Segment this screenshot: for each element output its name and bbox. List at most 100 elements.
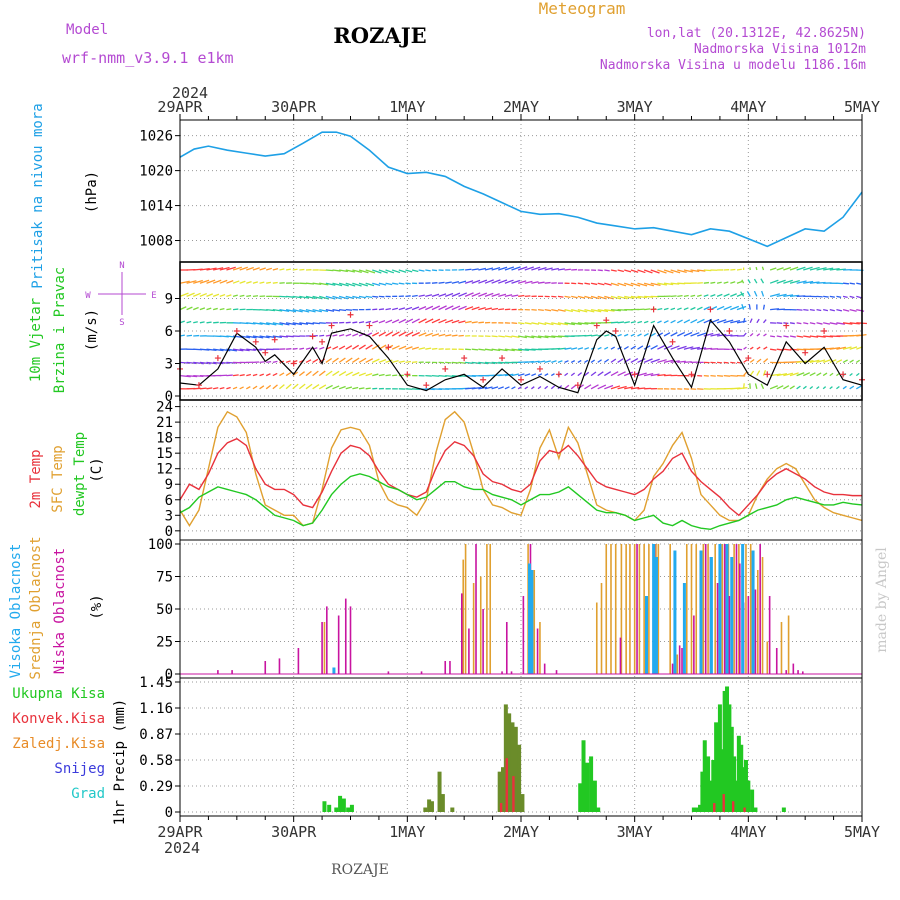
wind-barb (742, 317, 746, 323)
wind-barb (206, 321, 212, 324)
wind-barb (411, 346, 419, 350)
cloud-mid-bar (489, 544, 492, 674)
wind-barb (259, 361, 266, 364)
wind-barb (657, 320, 662, 324)
wind-barb (753, 278, 758, 284)
wind-barb (206, 293, 214, 298)
wind-barb (305, 308, 316, 313)
wind-barb (690, 294, 696, 298)
wind-barb (226, 294, 232, 298)
wind-barb (716, 293, 723, 298)
wind-barb (392, 307, 399, 311)
wind-barb (564, 268, 571, 271)
wind-barb (663, 320, 669, 324)
cloud-low-bar (723, 544, 726, 674)
wind-barb (299, 347, 305, 350)
wind-barb (746, 291, 751, 297)
wind-barb (690, 269, 700, 273)
wind-barb (829, 295, 835, 298)
wind-barb (398, 269, 407, 273)
cloud-high-bar (673, 550, 677, 674)
wind-barb (723, 374, 731, 377)
wind-barb (332, 334, 338, 337)
wind-barb (385, 359, 393, 364)
wind-barb (597, 359, 602, 363)
wind-barb (285, 360, 291, 364)
precip-total-bar (753, 807, 758, 812)
cloud-low-bar (704, 544, 707, 674)
wind-barb (418, 318, 427, 324)
wind-speed-line (179, 318, 863, 394)
wind-barb (338, 345, 346, 350)
wind-barb (531, 322, 539, 325)
precip-conv-bar (731, 801, 735, 812)
wind-barb (590, 384, 599, 390)
wind-barb (663, 374, 672, 377)
precip-total-bar (578, 783, 583, 812)
precip-total-bar (722, 690, 727, 812)
wind-barb (358, 321, 365, 324)
wind-barb (697, 294, 702, 298)
wind-barb (544, 322, 554, 326)
cloud-mid-bar (707, 544, 709, 674)
wind-barb (365, 387, 371, 390)
wind-barb (551, 308, 559, 312)
wind-barb (332, 357, 339, 363)
wind-barb (747, 279, 751, 284)
wind-gust-marker (745, 355, 752, 362)
precip-total-bar (743, 760, 748, 812)
wind-barb (332, 282, 343, 287)
wind-barb (670, 307, 676, 311)
wind-barb (809, 372, 816, 377)
cloud-high-bar (645, 596, 649, 674)
wind-barb (352, 386, 359, 390)
wind-barb (617, 371, 626, 377)
wind-barb (703, 306, 710, 311)
wind-barb (842, 385, 847, 390)
wind-barb (464, 306, 474, 311)
wind-barb (398, 345, 407, 350)
wind-barb (239, 280, 246, 284)
wind-barb (425, 332, 433, 337)
model-elevation-text: Nadmorska Visina u modelu 1186.16m (600, 58, 866, 73)
wind-barb (703, 332, 714, 337)
wind-barb (710, 281, 716, 284)
cloud-mid-bar (533, 570, 536, 674)
bottom-date-label: 30APR (271, 823, 317, 841)
wind-barb (637, 295, 648, 299)
wind-barb (445, 281, 452, 284)
wind-barb (292, 347, 298, 350)
wind-gust-marker (612, 328, 619, 334)
dewpt-axis-title: dewpt Temp (72, 432, 88, 516)
wind-barb (491, 348, 501, 352)
pressure-y-tick-label: 1008 (139, 234, 173, 250)
wind-barb (431, 282, 438, 284)
wind-gust-marker (262, 349, 269, 356)
wind-barb (458, 292, 468, 297)
wind-barb (816, 322, 823, 325)
wind-gust-marker (252, 338, 259, 345)
wind-barb (325, 334, 331, 337)
wind-barb (531, 360, 540, 364)
cloud-low-bar (349, 606, 352, 674)
wind-barb (748, 304, 751, 310)
wind-barb (405, 346, 413, 350)
precip-total-bar (741, 767, 746, 812)
wind-barb (643, 320, 649, 324)
cloud-mid-bar (745, 544, 747, 674)
wind-barb (760, 383, 765, 390)
precip-total-bar (739, 744, 744, 812)
wind-barb (537, 322, 547, 326)
wind-barb (478, 267, 486, 271)
wind-gust-marker (328, 322, 335, 329)
wind-barb (657, 332, 664, 337)
wind-barb (663, 307, 669, 311)
wind-barb (279, 308, 290, 313)
cloud-low-bar (681, 648, 683, 674)
cloud-low-bar (747, 596, 750, 674)
wind-barb (741, 279, 745, 284)
wind-barb (584, 308, 595, 313)
cloud-low-bar (449, 661, 451, 674)
wind-barb (756, 333, 761, 337)
